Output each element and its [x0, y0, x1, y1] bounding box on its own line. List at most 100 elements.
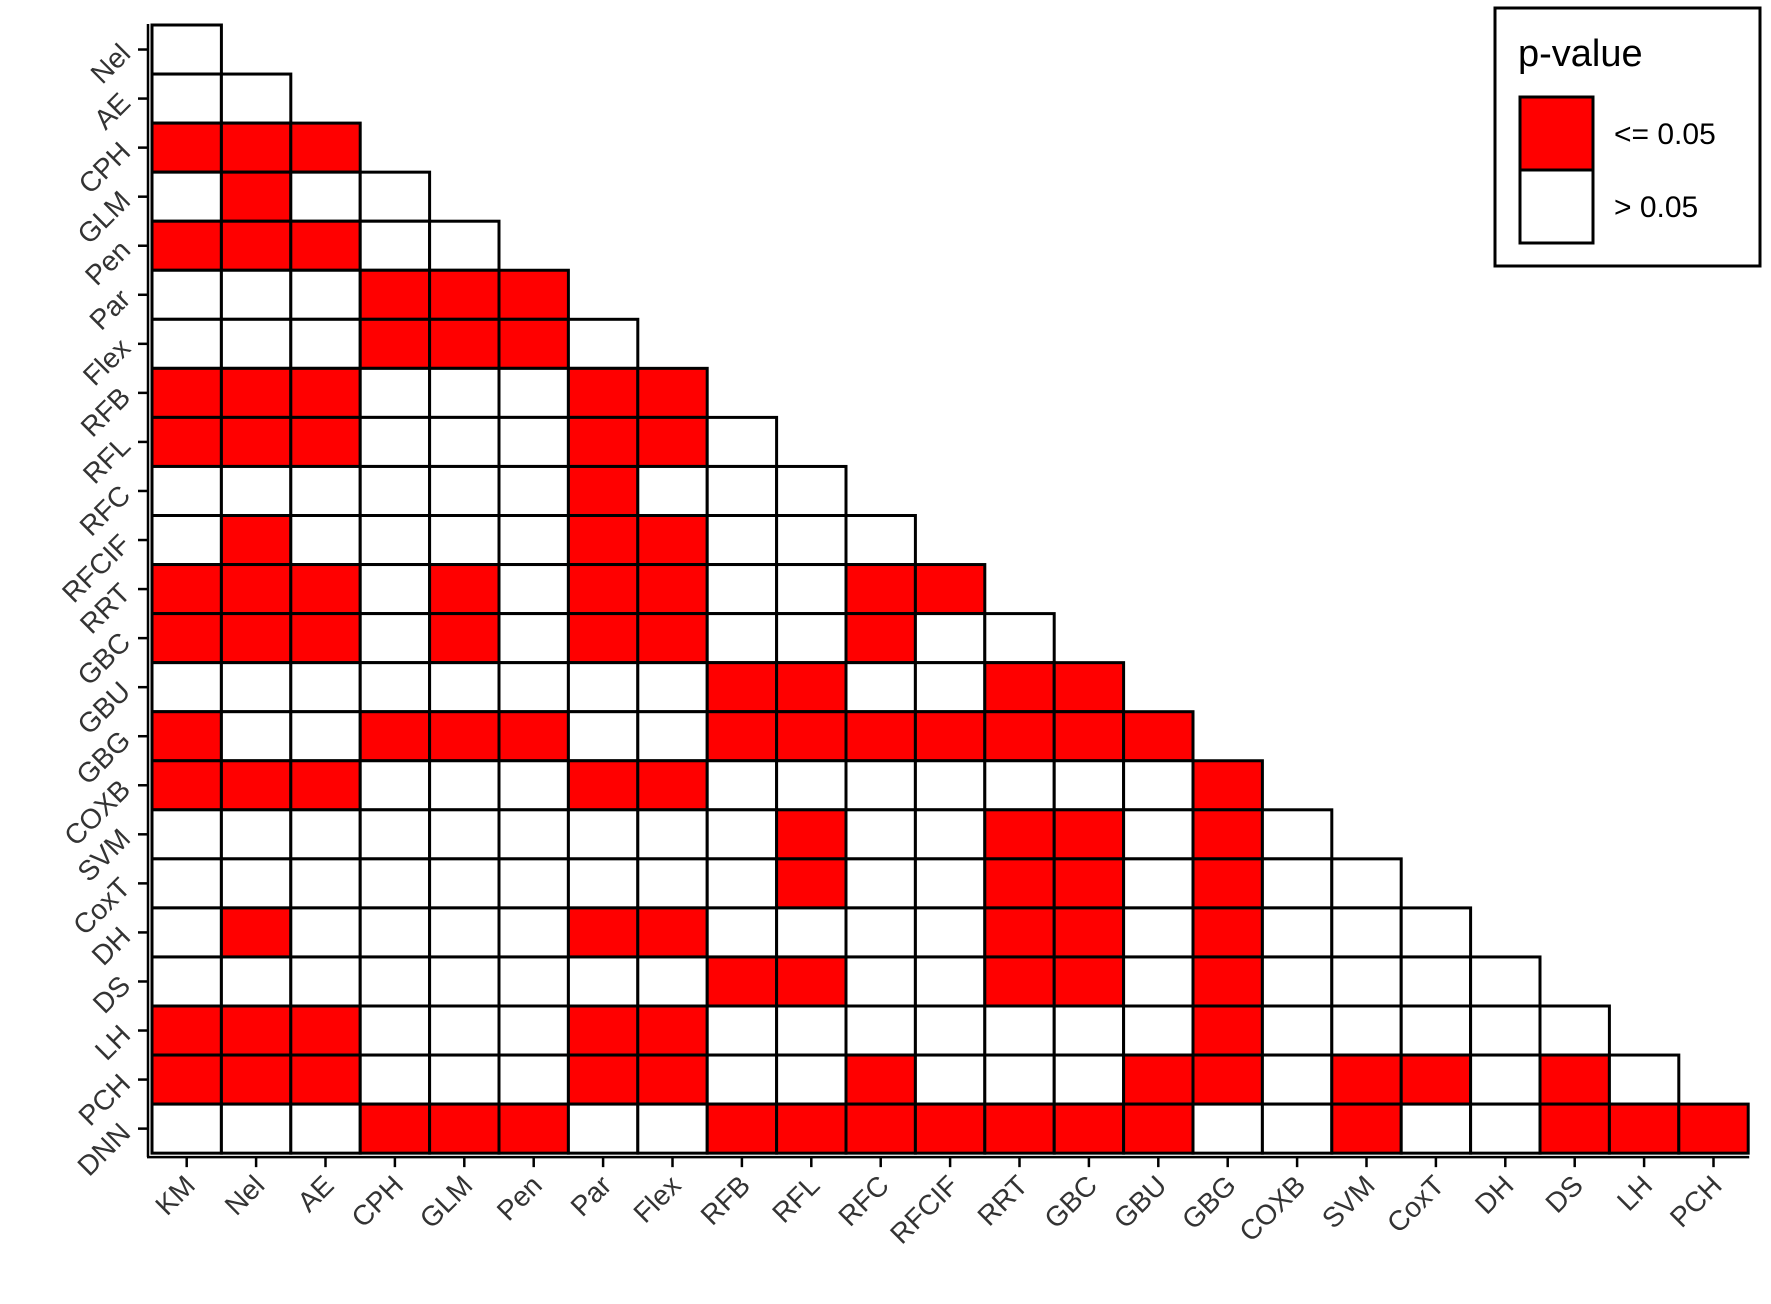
heatmap-cell — [150, 808, 223, 861]
heatmap-cell — [358, 1102, 432, 1155]
heatmap-cell — [913, 857, 987, 910]
heatmap-cell — [913, 612, 987, 665]
heatmap-cell — [289, 661, 362, 714]
heatmap-cell — [219, 563, 293, 616]
heatmap-cell — [289, 170, 362, 223]
heatmap-cell — [844, 906, 917, 959]
heatmap-cell — [1052, 759, 1126, 812]
y-tick-label: GBU — [71, 675, 136, 740]
heatmap-cell — [1260, 808, 1334, 861]
x-tick-label: Par — [565, 1169, 618, 1222]
heatmap-cell — [913, 808, 987, 861]
y-tick-label: AE — [88, 87, 136, 135]
heatmap-cell — [219, 366, 293, 419]
heatmap-cell — [775, 1004, 848, 1057]
heatmap-cell — [775, 1102, 848, 1155]
heatmap-cell — [1191, 808, 1264, 861]
x-tick-label: AE — [291, 1169, 339, 1217]
heatmap-cell — [428, 955, 501, 1008]
heatmap-cell — [358, 857, 432, 910]
heatmap-cell — [428, 219, 501, 272]
heatmap-cell — [705, 1102, 779, 1155]
heatmap-cell — [150, 121, 223, 174]
heatmap-cell — [1191, 1053, 1264, 1106]
heatmap-cell — [289, 121, 362, 174]
heatmap-cell — [358, 366, 432, 419]
heatmap-cell — [289, 955, 362, 1008]
legend-key — [1518, 95, 1595, 172]
heatmap-cell — [1399, 1004, 1473, 1057]
heatmap-cell — [289, 906, 362, 959]
heatmap-cell — [358, 219, 432, 272]
heatmap-cell — [1469, 1053, 1542, 1106]
heatmap-cell — [844, 612, 917, 665]
x-tick-label: PCH — [1664, 1169, 1728, 1233]
heatmap-cell — [844, 955, 917, 1008]
y-tick-label: PCH — [73, 1068, 137, 1132]
heatmap-cell — [1538, 1102, 1611, 1155]
y-tick-label: Par — [84, 283, 137, 336]
heatmap-cell — [913, 563, 987, 616]
heatmap-cell — [705, 1004, 779, 1057]
heatmap-cell — [150, 366, 223, 419]
heatmap-cell — [289, 317, 362, 370]
heatmap-cell — [775, 612, 848, 665]
heatmap-cell — [1538, 1053, 1611, 1106]
x-tick-label: Nel — [219, 1169, 271, 1221]
heatmap-cell — [983, 808, 1056, 861]
heatmap-cell — [358, 1004, 432, 1057]
heatmap-cell — [566, 563, 640, 616]
x-tick-label: GBC — [1038, 1169, 1103, 1234]
heatmap-cell — [566, 710, 640, 763]
heatmap-cell — [983, 1004, 1056, 1057]
heatmap-cell — [566, 1102, 640, 1155]
heatmap-cell — [358, 612, 432, 665]
heatmap-cell — [497, 366, 570, 419]
heatmap-cell — [636, 514, 709, 567]
heatmap-cell — [983, 710, 1056, 763]
heatmap-cell — [358, 514, 432, 567]
heatmap-cell — [1330, 1102, 1403, 1155]
heatmap-cell — [219, 121, 293, 174]
heatmap-cell — [844, 759, 917, 812]
heatmap-cell — [1191, 857, 1264, 910]
heatmap-cell — [150, 514, 223, 567]
heatmap-cell — [705, 514, 779, 567]
heatmap-cell — [1260, 906, 1334, 959]
heatmap-cell — [566, 612, 640, 665]
heatmap-cell — [1122, 1102, 1195, 1155]
heatmap-cell — [983, 661, 1056, 714]
heatmap-cell — [497, 906, 570, 959]
legend-entry-label: > 0.05 — [1614, 191, 1698, 224]
x-tick-label: RFB — [695, 1169, 757, 1231]
heatmap-cell — [1122, 857, 1195, 910]
heatmap-cell — [1469, 955, 1542, 1008]
heatmap-cell — [289, 808, 362, 861]
y-tick-label: CoxT — [67, 872, 136, 941]
heatmap-cell — [497, 514, 570, 567]
heatmap-cell — [1191, 955, 1264, 1008]
heatmap-cell — [219, 759, 293, 812]
heatmap-cell — [705, 1053, 779, 1106]
heatmap-cell — [913, 906, 987, 959]
heatmap-cell — [358, 808, 432, 861]
heatmap-cell — [913, 1102, 987, 1155]
heatmap-cell — [636, 1102, 709, 1155]
heatmap-cell — [705, 464, 779, 518]
heatmap-cell — [358, 563, 432, 616]
x-tick-label: RFC — [832, 1169, 895, 1232]
heatmap-cell — [1052, 1102, 1126, 1155]
heatmap-cell — [150, 759, 223, 812]
heatmap-cell — [636, 661, 709, 714]
heatmap-cell — [636, 1004, 709, 1057]
legend-key — [1518, 168, 1595, 245]
heatmap-cell — [636, 563, 709, 616]
heatmap-cell — [150, 1004, 223, 1057]
heatmap-cell — [150, 170, 223, 223]
x-tick-label: CoxT — [1381, 1169, 1450, 1238]
heatmap-cell — [1191, 759, 1264, 812]
x-tick-label: RRT — [971, 1169, 1033, 1231]
heatmap-cell — [289, 514, 362, 567]
x-tick-label: DS — [1540, 1169, 1589, 1218]
heatmap-cell — [289, 1053, 362, 1106]
